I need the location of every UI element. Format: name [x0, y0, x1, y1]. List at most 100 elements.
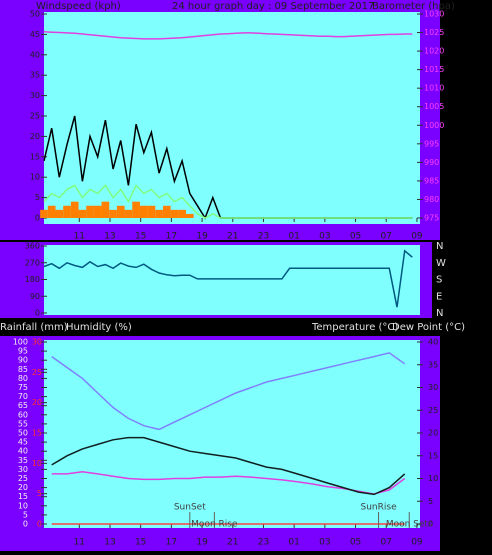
- y-tick-label: 70: [18, 392, 28, 401]
- y-tick-label: 180: [25, 275, 40, 284]
- dew-axis-title: Dew Point (°C): [392, 322, 465, 333]
- y3-tick-label: 25: [32, 368, 42, 377]
- y-tick-label: 30: [30, 91, 40, 100]
- humidity-axis-title: Humidity (%): [66, 322, 132, 333]
- series-line: [43, 249, 413, 308]
- wind-bar: [86, 205, 94, 218]
- x-tick-label: 19: [196, 538, 208, 548]
- x-tick-label: 07: [381, 538, 392, 548]
- wind-bar: [63, 205, 71, 218]
- x-tick-label: 05: [350, 538, 361, 548]
- direction-label: W: [436, 258, 446, 269]
- x-tick-label: 23: [258, 232, 269, 242]
- y2-tick-label: 40: [428, 338, 438, 347]
- x-tick-label: 15: [135, 538, 146, 548]
- x-tick-label: 13: [104, 232, 115, 242]
- wind-bar: [70, 201, 79, 218]
- y-tick-label: 5: [23, 510, 28, 519]
- y-tick-label: 45: [18, 438, 28, 447]
- y3-tick-label: 10: [32, 459, 42, 468]
- y-tick-label: 15: [30, 152, 40, 161]
- y2-tick-label: 990: [424, 158, 439, 167]
- y-tick-label: 35: [30, 71, 40, 80]
- annotation-label: SunSet: [174, 503, 206, 513]
- wind-bar: [78, 209, 87, 218]
- wind-bar: [101, 201, 110, 218]
- climate-plot: [44, 340, 420, 528]
- wind-bar: [185, 213, 194, 218]
- y2-tick-label: 1010: [424, 84, 444, 93]
- wind-bar: [132, 201, 140, 218]
- y-tick-label: 95: [18, 347, 28, 356]
- x-tick-label: 23: [258, 538, 269, 548]
- series-line: [51, 436, 406, 496]
- x-tick-label: 01: [288, 232, 299, 242]
- y-tick-label: 80: [18, 374, 28, 383]
- y2-tick-label: 1030: [424, 10, 444, 19]
- y-tick-label: 270: [25, 258, 40, 267]
- wind-bar: [155, 209, 163, 218]
- y3-tick-label: 5: [37, 489, 42, 498]
- y2-tick-label: 25: [428, 406, 438, 415]
- wind-axis-title: Windspeed (kph): [36, 1, 121, 12]
- wind-bar: [139, 205, 148, 218]
- y-tick-label: 90: [18, 356, 28, 365]
- x-tick-label: 09: [411, 232, 423, 242]
- x-tick-label: 11: [74, 538, 85, 548]
- y2-tick-label: 980: [424, 195, 439, 204]
- y2-tick-label: 35: [428, 360, 438, 369]
- x-tick-label: 15: [135, 232, 146, 242]
- chart-title: 24 hour graph day : 09 September 2017: [172, 1, 374, 12]
- direction-label: E: [436, 291, 442, 302]
- annotation-label: Moon Rise: [191, 520, 238, 530]
- x-tick-label: 03: [319, 538, 330, 548]
- y-tick-label: 0: [35, 214, 40, 223]
- y-tick-label: 40: [30, 50, 40, 59]
- direction-label: N: [436, 241, 443, 252]
- y2-tick-label: 1020: [424, 47, 444, 56]
- x-tick-label: 11: [74, 232, 85, 242]
- wind-bar: [109, 209, 117, 218]
- y2-tick-label: 1000: [424, 121, 444, 130]
- x-tick-label: 19: [196, 232, 208, 242]
- y2-tick-label: 10: [428, 474, 438, 483]
- y-tick-label: 30: [18, 465, 28, 474]
- wind-bar: [116, 205, 125, 218]
- y2-tick-label: 1015: [424, 65, 444, 74]
- y3-tick-label: 30: [32, 338, 42, 347]
- y-tick-label: 360: [25, 242, 40, 251]
- x-tick-label: 09: [411, 538, 423, 548]
- x-tick-label: 21: [227, 538, 238, 548]
- y2-tick-label: 1025: [424, 28, 444, 37]
- x-tick-label: 07: [381, 232, 392, 242]
- wind-bar: [47, 205, 56, 218]
- y2-tick-label: 0: [428, 520, 433, 529]
- x-tick-label: 17: [166, 232, 177, 242]
- wind-bar: [162, 205, 171, 218]
- direction-plot: [44, 245, 420, 315]
- y-tick-label: 100: [13, 338, 28, 347]
- y-tick-label: 10: [30, 173, 40, 182]
- direction-label: S: [436, 275, 442, 286]
- y-tick-label: 20: [18, 483, 28, 492]
- y2-tick-label: 20: [428, 429, 438, 438]
- y2-tick-label: 985: [424, 176, 439, 185]
- y-tick-label: 10: [18, 501, 28, 510]
- y-tick-label: 25: [18, 474, 28, 483]
- y-tick-label: 35: [18, 456, 28, 465]
- y-tick-label: 85: [18, 365, 28, 374]
- temp-axis-title: Temperature (°C): [311, 322, 398, 333]
- y2-tick-label: 15: [428, 451, 438, 460]
- wind-bar: [40, 209, 48, 218]
- x-tick-label: 13: [104, 538, 115, 548]
- y-tick-label: 50: [18, 429, 28, 438]
- y3-tick-label: 20: [32, 398, 42, 407]
- y2-tick-label: 995: [424, 139, 439, 148]
- wind-bar: [93, 205, 102, 218]
- y-tick-label: 0: [35, 309, 40, 318]
- y3-tick-label: 15: [32, 429, 42, 438]
- wind-bar: [124, 209, 133, 218]
- y2-tick-label: 975: [424, 214, 439, 223]
- x-tick-label: 03: [319, 232, 330, 242]
